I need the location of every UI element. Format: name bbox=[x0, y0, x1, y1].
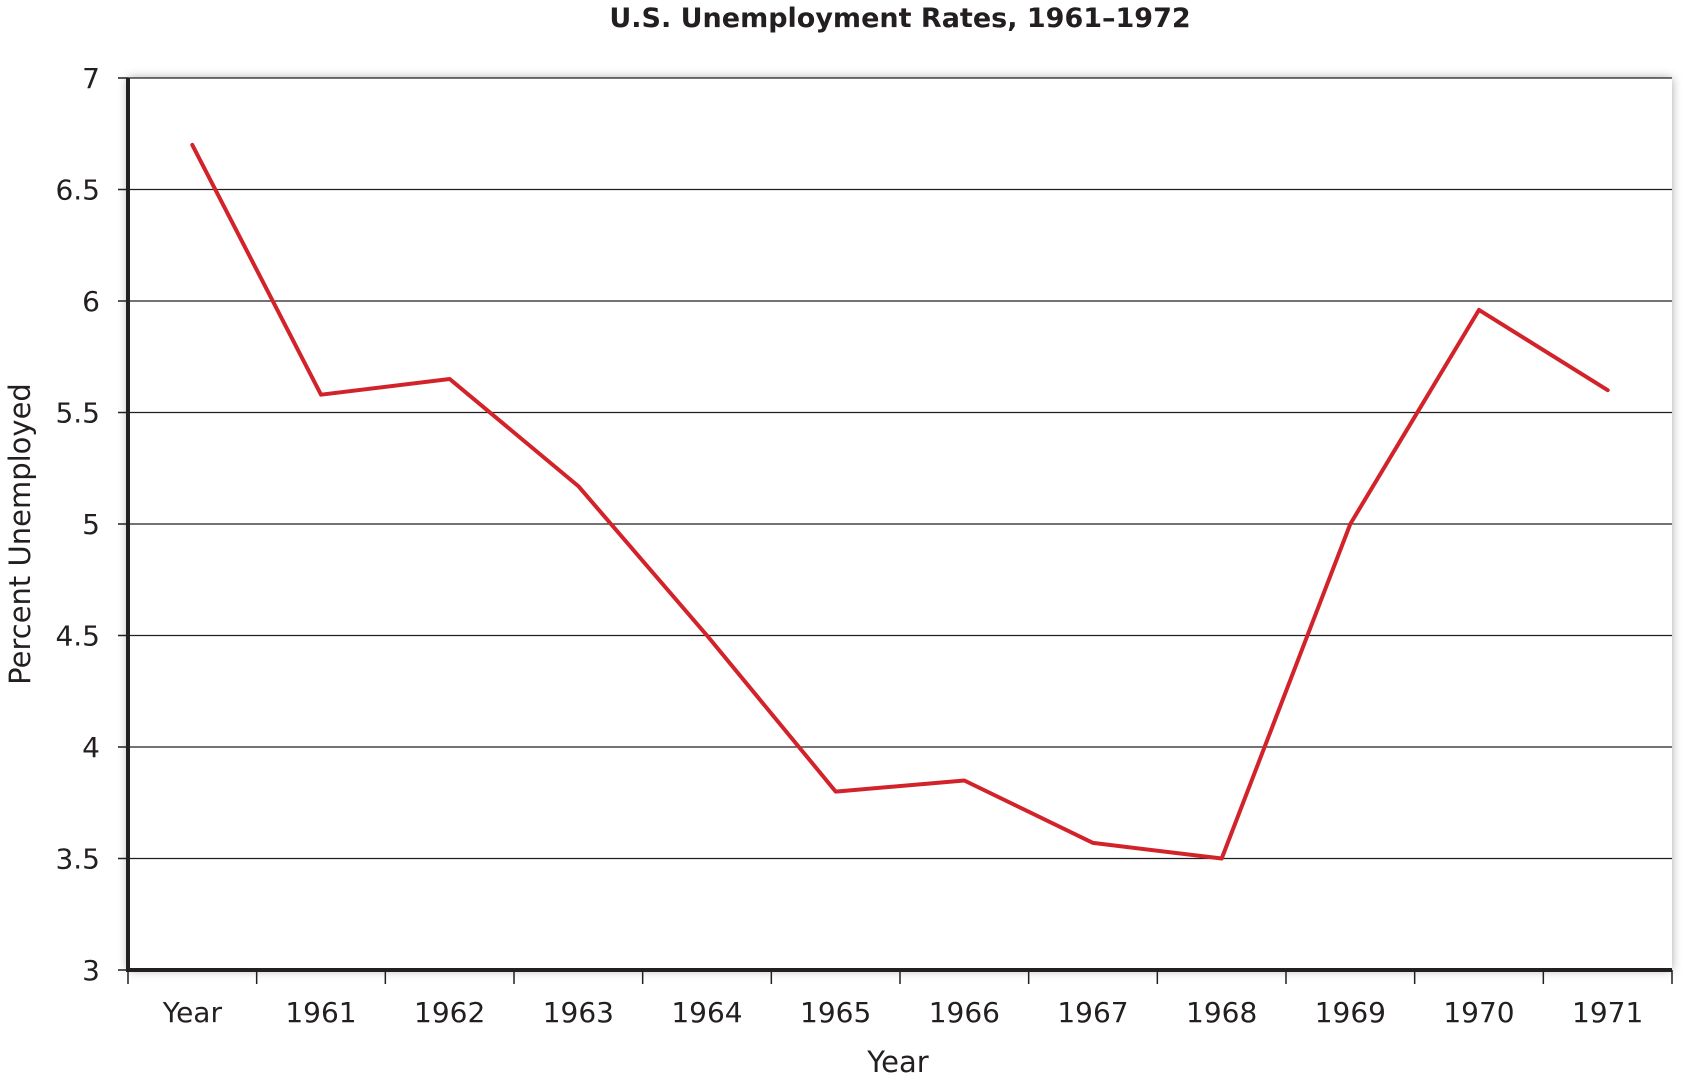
y-tick-label: 4 bbox=[82, 731, 100, 764]
series-line-0 bbox=[190, 142, 1610, 861]
y-tick-label: 6 bbox=[82, 285, 100, 318]
y-tick-label: 3.5 bbox=[55, 843, 100, 876]
x-tick-label: 1966 bbox=[929, 996, 1000, 1029]
y-tick-label: 6.5 bbox=[55, 174, 100, 207]
x-axis-title: Year bbox=[866, 1045, 928, 1079]
x-tick-label: Year bbox=[162, 996, 223, 1029]
x-tick-label: 1961 bbox=[285, 996, 356, 1029]
y-tick-label: 4.5 bbox=[55, 620, 100, 653]
gridlines bbox=[128, 77, 1672, 860]
x-tick-label: 1965 bbox=[800, 996, 871, 1029]
series-layer bbox=[190, 142, 1610, 861]
y-tick-label: 3 bbox=[82, 954, 100, 987]
x-tick-label: 1971 bbox=[1572, 996, 1643, 1029]
y-axis-ticks: 3 3.5 4 4.5 5 5.5 6 6.5 7 bbox=[55, 62, 128, 987]
y-tick-label: 7 bbox=[82, 62, 100, 95]
chart-title: U.S. Unemployment Rates, 1961–1972 bbox=[609, 3, 1190, 34]
y-tick-label: 5 bbox=[82, 508, 100, 541]
x-tick-label: 1962 bbox=[414, 996, 485, 1029]
x-tick-label: 1970 bbox=[1443, 996, 1514, 1029]
y-tick-label: 5.5 bbox=[55, 397, 100, 430]
x-tick-label: 1964 bbox=[671, 996, 742, 1029]
x-tick-label: 1968 bbox=[1186, 996, 1257, 1029]
x-tick-label: 1963 bbox=[543, 996, 614, 1029]
x-tick-label: 1967 bbox=[1057, 996, 1128, 1029]
x-tick-label: 1969 bbox=[1315, 996, 1386, 1029]
x-axis-ticks: Year 1961 1962 1963 1964 1965 1966 1967 1968 1969… bbox=[127, 970, 1673, 1029]
y-axis-title: Percent Unemployed bbox=[3, 383, 37, 685]
